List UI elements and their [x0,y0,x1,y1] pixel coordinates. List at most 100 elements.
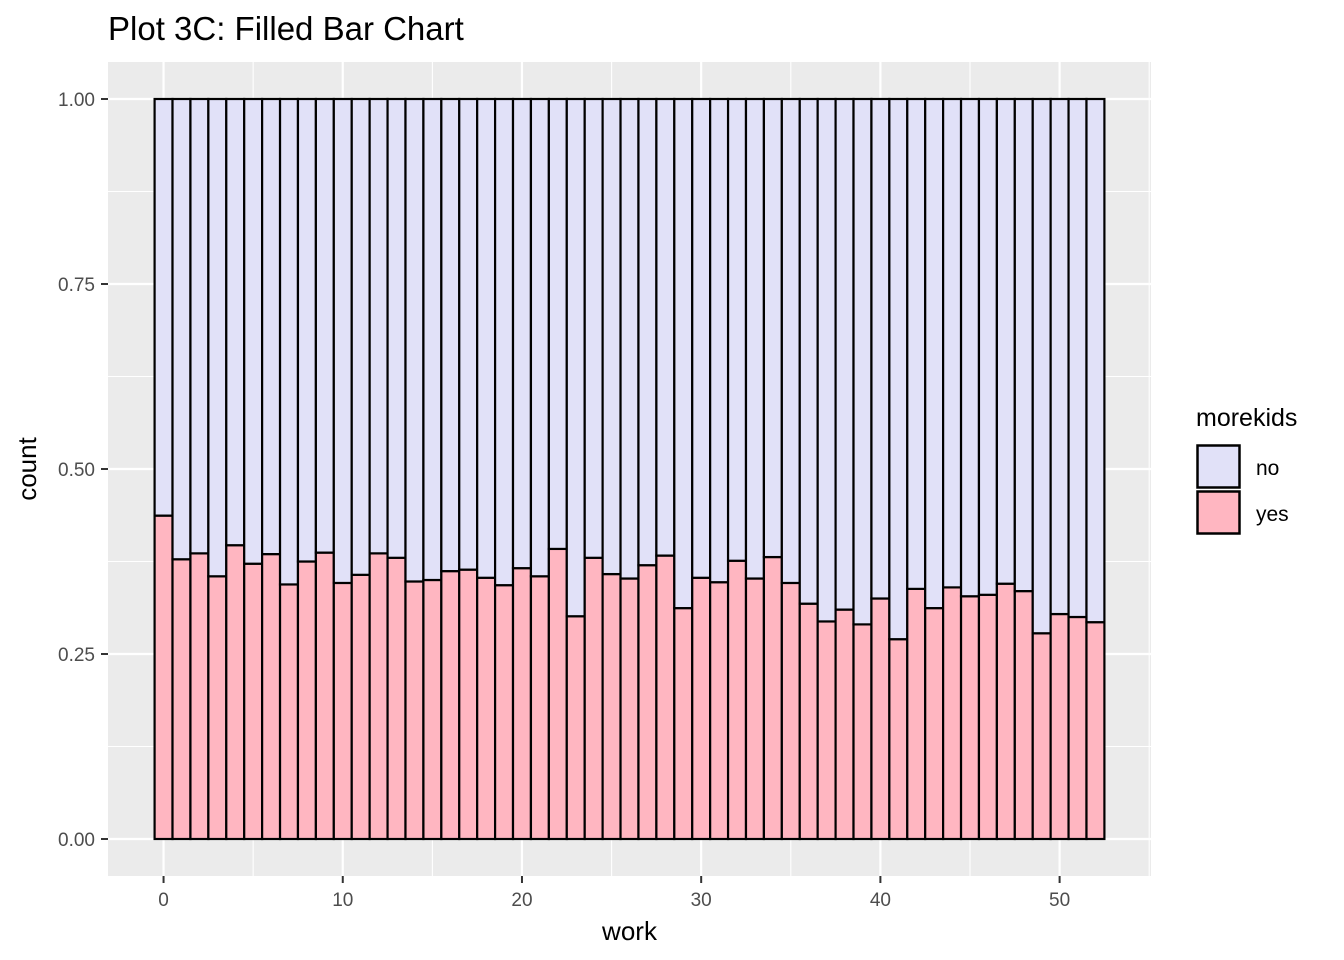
legend-title: morekids [1196,404,1297,432]
x-tick-label: 10 [332,890,353,911]
bar-yes-work-28 [655,554,676,841]
y-tick-label: 0.00 [58,830,95,851]
bar-yes-work-21 [529,575,550,841]
bar-yes-work-36 [798,602,819,841]
bar-no-work-41 [888,97,909,641]
bar-yes-work-14 [404,580,425,841]
bar-yes-work-19 [493,584,515,841]
bar-yes-work-12 [368,552,389,841]
x-tick-label: 20 [511,890,532,911]
bar-no-work-43 [924,97,945,610]
bar-no-work-27 [637,97,658,567]
bar-no-work-25 [601,97,622,576]
bar-yes-work-11 [350,573,371,841]
bar-yes-work-52 [1085,621,1106,841]
bar-yes-work-38 [834,608,855,841]
bar-no-work-5 [243,97,264,565]
bar-no-work-21 [529,97,550,578]
bar-no-work-38 [834,97,855,611]
y-tick-label: 0.75 [58,275,95,296]
x-axis-title: work [601,916,658,946]
bar-yes-work-51 [1067,615,1088,841]
bar-no-work-12 [368,97,389,555]
bar-yes-work-10 [332,581,353,841]
bar-yes-work-16 [440,570,461,841]
bar-no-work-40 [870,97,891,600]
x-tick-label: 40 [870,890,891,911]
bar-yes-work-44 [942,586,963,841]
bar-no-work-34 [762,97,783,559]
bar-yes-work-1 [171,558,192,841]
bar-yes-work-37 [816,620,837,841]
y-tick-label: 0.25 [58,645,95,666]
bar-no-work-23 [565,97,586,618]
bar-no-work-17 [458,97,479,571]
legend-key-yes [1196,490,1241,535]
bar-yes-work-46 [977,593,998,841]
bar-no-work-1 [171,97,192,561]
legend: morekids no yes [1196,404,1297,535]
bar-no-work-24 [583,97,604,559]
bar-no-work-11 [350,97,371,576]
y-axis-title: count [12,436,42,500]
bar-no-work-28 [655,97,676,557]
legend-label-yes: yes [1256,503,1289,526]
bar-no-work-14 [404,97,425,583]
x-tick-label: 30 [691,890,712,911]
bar-no-work-2 [189,97,210,555]
legend-key-no [1196,444,1241,489]
bar-no-work-3 [207,97,228,578]
bar-yes-work-24 [583,556,604,841]
y-tick-label: 0.50 [58,460,95,481]
bar-yes-work-39 [852,623,873,841]
bar-yes-work-9 [314,551,335,841]
bar-yes-work-47 [995,582,1016,841]
bar-yes-work-45 [959,595,981,841]
bar-yes-work-17 [458,568,479,841]
bar-no-work-29 [673,97,694,610]
bar-yes-work-26 [619,577,640,841]
bar-yes-work-48 [1013,589,1034,841]
bar-no-work-15 [422,97,443,582]
bar-yes-work-31 [709,581,730,841]
legend-label-no: no [1256,457,1279,480]
bar-yes-work-0 [153,514,174,841]
bar-no-work-46 [977,97,998,596]
bar-yes-work-33 [744,577,766,841]
bar-yes-work-23 [565,615,586,841]
bar-no-work-37 [816,97,837,623]
bar-no-work-22 [547,97,568,551]
bar-no-work-8 [296,97,317,563]
bar-no-work-10 [332,97,353,585]
bar-no-work-16 [440,97,461,573]
bar-no-work-26 [619,97,640,580]
bar-no-work-48 [1013,97,1034,593]
bar-yes-work-40 [870,597,891,841]
bar-no-work-20 [511,97,533,570]
bar-no-work-0 [153,97,174,517]
bar-no-work-19 [493,97,515,587]
bar-no-work-13 [386,97,407,559]
x-tick-label: 50 [1049,890,1070,911]
bar-no-work-49 [1031,97,1052,635]
bar-no-work-4 [225,97,246,547]
bar-no-work-9 [314,97,335,554]
bar-no-work-7 [278,97,300,586]
bar-no-work-47 [995,97,1016,585]
bar-no-work-33 [744,97,766,580]
bar-yes-work-35 [780,581,801,841]
bar-yes-work-29 [673,607,694,841]
bar-yes-work-41 [888,638,909,841]
bar-yes-work-15 [422,578,443,841]
bar-yes-work-30 [691,576,712,841]
bar-yes-work-7 [278,583,300,841]
bar-yes-work-3 [207,575,228,841]
bar-yes-work-5 [243,562,264,841]
chart-title: Plot 3C: Filled Bar Chart [108,10,464,47]
bar-yes-work-8 [296,560,317,841]
bar-yes-work-18 [476,576,497,841]
bar-no-work-39 [852,97,873,626]
bar-yes-work-25 [601,572,622,841]
x-tick-label: 0 [158,890,169,911]
